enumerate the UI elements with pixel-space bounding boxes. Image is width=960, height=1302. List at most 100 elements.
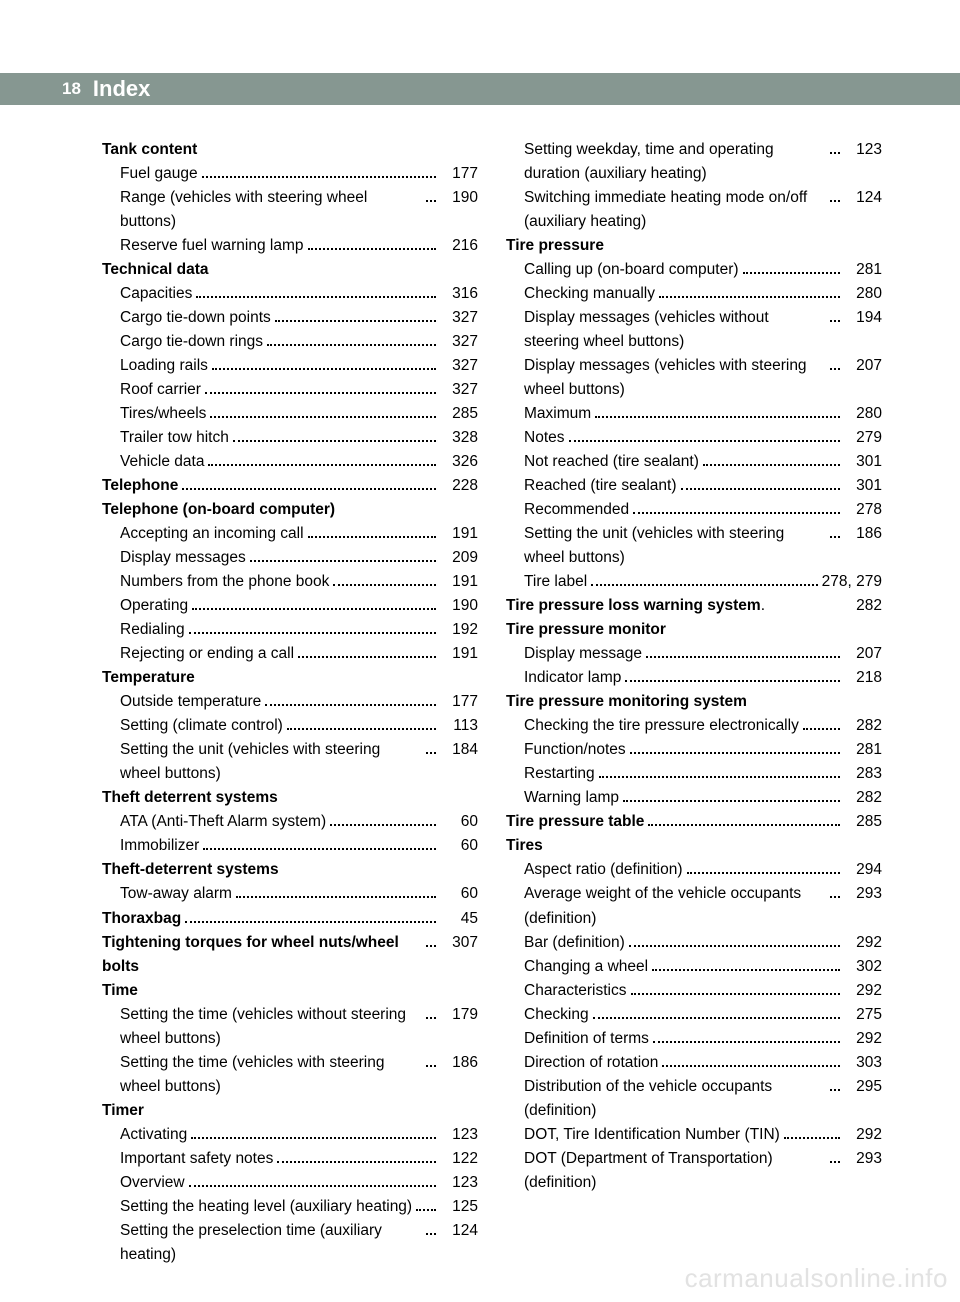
index-entry: Distribution of the vehicle occupants (d…	[506, 1075, 882, 1123]
index-entry: Telephone228	[102, 474, 478, 498]
entry-page: 207	[844, 354, 882, 378]
leader-dots	[830, 142, 840, 154]
leader-dots	[629, 934, 840, 946]
entry-label: Telephone	[102, 474, 178, 498]
entry-page: 292	[844, 1123, 882, 1147]
entry-label: Switching immediate heating mode on/off …	[524, 186, 826, 234]
entry-label: Redialing	[120, 618, 185, 642]
entry-page: 216	[440, 234, 478, 258]
entry-label: Notes	[524, 426, 565, 450]
leader-dots	[277, 1150, 436, 1162]
index-entry: Telephone (on-board computer)	[102, 498, 478, 522]
index-entry: Setting the time (vehicles without steer…	[102, 1003, 478, 1051]
index-entry: Tire label278, 279	[506, 570, 882, 594]
entry-label: Timer	[102, 1099, 144, 1123]
entry-page: 292	[844, 1027, 882, 1051]
entry-page: 292	[844, 979, 882, 1003]
index-entry: Definition of terms292	[506, 1027, 882, 1051]
entry-label: Range (vehicles with steering wheel butt…	[120, 186, 422, 234]
index-entry: Tire pressure monitoring system	[506, 690, 882, 714]
index-entry: Function/notes281	[506, 738, 882, 762]
leader-dots	[803, 718, 840, 730]
leader-dots	[330, 814, 436, 826]
leader-dots	[287, 718, 436, 730]
entry-page: 282	[844, 786, 882, 810]
leader-dots	[426, 742, 436, 754]
index-entry: ATA (Anti-Theft Alarm system)60	[102, 810, 478, 834]
index-entry: DOT, Tire Identification Number (TIN)292	[506, 1123, 882, 1147]
index-entry: Display messages209	[102, 546, 478, 570]
entry-page: 301	[844, 474, 882, 498]
entry-label: Numbers from the phone book	[120, 570, 329, 594]
index-entry: Range (vehicles with steering wheel butt…	[102, 186, 478, 234]
index-entry: Setting (climate control)113	[102, 714, 478, 738]
entry-page: 301	[844, 450, 882, 474]
entry-page: 186	[440, 1051, 478, 1075]
entry-label: Important safety notes	[120, 1147, 273, 1171]
index-entry: Setting the heating level (auxiliary hea…	[102, 1195, 478, 1219]
entry-page: 191	[440, 642, 478, 666]
index-entry: Technical data	[102, 258, 478, 282]
entry-label: Not reached (tire sealant)	[524, 450, 699, 474]
leader-dots	[191, 1126, 436, 1138]
entry-label: Fuel gauge	[120, 162, 198, 186]
entry-page: 327	[440, 378, 478, 402]
leader-dots	[595, 406, 840, 418]
leader-dots	[189, 1174, 436, 1186]
leader-dots	[830, 1150, 840, 1162]
entry-page: 123	[440, 1123, 478, 1147]
entry-page: 292	[844, 931, 882, 955]
leader-dots	[648, 814, 840, 826]
index-entry: Tank content	[102, 138, 478, 162]
entry-page: 191	[440, 522, 478, 546]
leader-dots	[426, 934, 436, 946]
leader-dots	[205, 382, 436, 394]
entry-label: Average weight of the vehicle occupants …	[524, 882, 826, 930]
entry-page: 293	[844, 882, 882, 906]
leader-dots	[830, 1078, 840, 1090]
index-entry: Maximum280	[506, 402, 882, 426]
entry-label: Bar (definition)	[524, 931, 625, 955]
entry-page: 327	[440, 306, 478, 330]
index-entry: Tire pressure loss warning system .282	[506, 594, 882, 618]
leader-dots	[569, 430, 841, 442]
index-entry: Notes279	[506, 426, 882, 450]
entry-label: Temperature	[102, 666, 195, 690]
entry-page: 302	[844, 955, 882, 979]
entry-label: Maximum	[524, 402, 591, 426]
entry-label: Aspect ratio (definition)	[524, 858, 683, 882]
index-entry: Cargo tie-down rings327	[102, 330, 478, 354]
index-entry: Vehicle data326	[102, 450, 478, 474]
index-entry: Trailer tow hitch328	[102, 426, 478, 450]
leader-dots	[250, 550, 436, 562]
entry-label: Vehicle data	[120, 450, 204, 474]
entry-label: Setting weekday, time and operating dura…	[524, 138, 826, 186]
entry-page: 184	[440, 738, 478, 762]
leader-dots	[630, 742, 840, 754]
index-entry: Overview123	[102, 1171, 478, 1195]
entry-page: 283	[844, 762, 882, 786]
index-entry: Theft deterrent systems	[102, 786, 478, 810]
index-entry: Setting the unit (vehicles with steering…	[102, 738, 478, 786]
entry-page: 307	[440, 931, 478, 955]
entry-page: 278, 279	[822, 570, 882, 594]
entry-page: 281	[844, 738, 882, 762]
entry-page: 194	[844, 306, 882, 330]
entry-label: Activating	[120, 1123, 187, 1147]
entry-label: Trailer tow hitch	[120, 426, 229, 450]
leader-dots	[265, 694, 436, 706]
entry-page: 327	[440, 354, 478, 378]
leader-dots	[208, 454, 436, 466]
index-entry: Setting the time (vehicles with steering…	[102, 1051, 478, 1099]
entry-label: Loading rails	[120, 354, 208, 378]
index-entry: Tire pressure table285	[506, 810, 882, 834]
entry-label: Thoraxbag	[102, 907, 181, 931]
index-entry: Timer	[102, 1099, 478, 1123]
leader-dots	[743, 262, 840, 274]
index-entry: Restarting283	[506, 762, 882, 786]
entry-page: 295	[844, 1075, 882, 1099]
leader-dots	[210, 406, 436, 418]
index-entry: DOT (Department of Transportation) (defi…	[506, 1147, 882, 1195]
leader-dots	[426, 1006, 436, 1018]
entry-label: Tires/wheels	[120, 402, 206, 426]
